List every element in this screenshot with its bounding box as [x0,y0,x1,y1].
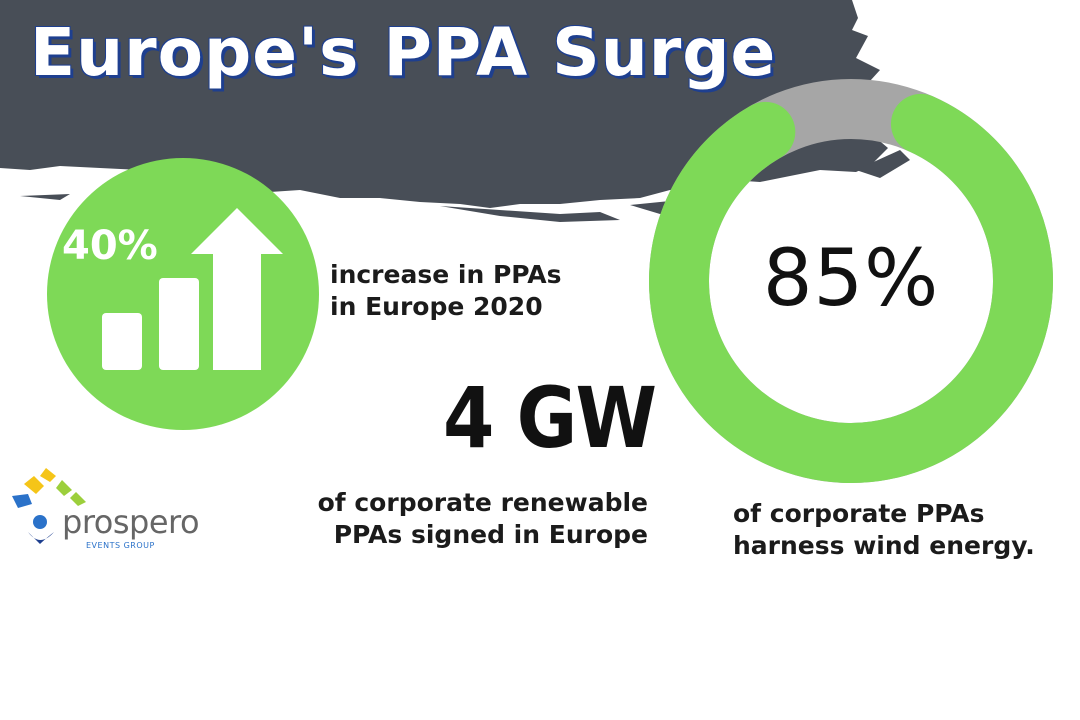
stat-label-gigawatts: of corporate renewable PPAs signed in Eu… [318,487,648,551]
stat-label-line: of corporate renewable [317,488,648,517]
stat-label-wind-share: of corporate PPAs harness wind energy. [733,498,1035,562]
stat-value-gigawatts: 4 GW [443,369,657,467]
stat-label-line: PPAs signed in Europe [333,520,648,549]
stat-label-line: increase in PPAs [330,260,562,289]
stat-label-line: in Europe 2020 [330,292,543,321]
logo-wordmark: prospero [62,503,200,541]
page-title: Europe's PPA Surge [30,14,777,91]
stat-value-wind-share: 85% [762,234,940,324]
stat-value-increase: 40% [62,223,158,269]
bar-chart-up-arrow-icon [47,158,319,430]
wind-share-donut [649,79,1053,483]
stat-label-line: of corporate PPAs [733,499,985,528]
prospero-logo [12,468,86,544]
donut-progress-arc [649,79,1053,483]
stat-label-line: harness wind energy. [733,531,1035,560]
stat-label-increase: increase in PPAs in Europe 2020 [330,259,562,323]
logo-subtitle: EVENTS GROUP [86,541,155,550]
